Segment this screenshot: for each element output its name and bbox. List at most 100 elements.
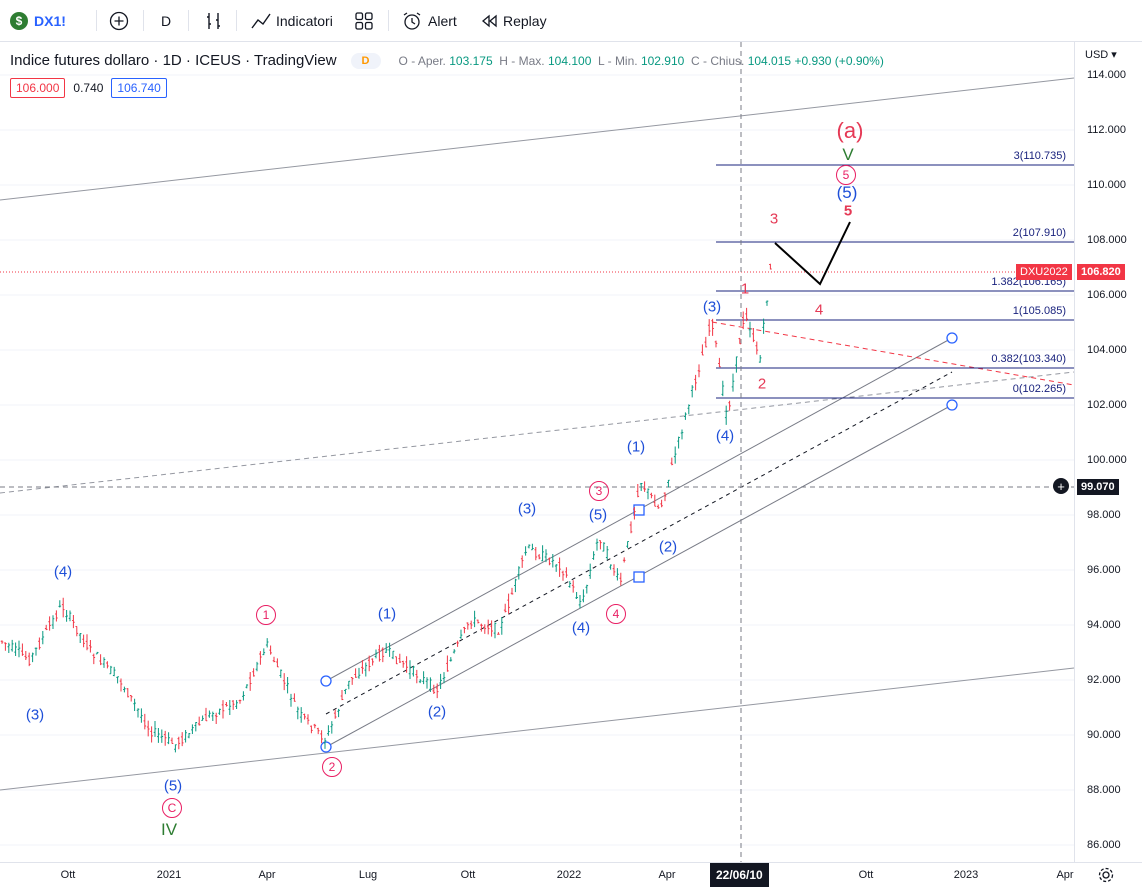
- price-bar: [371, 658, 374, 666]
- price-bar: [89, 639, 92, 653]
- time-axis[interactable]: Ott 2021 Apr Lug Ott 2022 Apr Ott 2023 A…: [0, 862, 1142, 888]
- wave-label-blue-5-left[interactable]: (5): [163, 777, 183, 795]
- buy-price-button[interactable]: 106.740: [111, 78, 167, 98]
- wave-label-green-v[interactable]: V: [842, 145, 854, 164]
- x-axis-label: Ott: [858, 869, 874, 881]
- wave-label-a[interactable]: (a): [836, 118, 864, 143]
- x-axis-label: Ott: [460, 869, 476, 881]
- symbol-search-button[interactable]: $ DX1!: [10, 0, 66, 41]
- price-bar: [752, 327, 755, 343]
- wave-label-blue-1-mid[interactable]: (1): [377, 605, 397, 623]
- price-chart[interactable]: [0, 42, 1142, 887]
- wave-label-blue-3-mid[interactable]: (3): [517, 500, 537, 518]
- price-bar: [184, 729, 187, 743]
- currency-dropdown[interactable]: USD ▾: [1085, 48, 1117, 61]
- projection-path[interactable]: [774, 221, 851, 286]
- wave-label-blue-1-top[interactable]: (1): [626, 438, 646, 456]
- indicators-button[interactable]: Indicatori: [250, 0, 333, 41]
- fib-extension[interactable]: [716, 164, 1074, 399]
- price-bar: [160, 729, 164, 743]
- price-axis[interactable]: USD ▾ 114.000 112.000 110.000 108.000 10…: [1074, 42, 1142, 862]
- price-bar: [599, 540, 602, 550]
- y-axis-label: 112.000: [1087, 124, 1126, 136]
- price-bar: [755, 341, 759, 355]
- chart-type-button[interactable]: [204, 0, 224, 41]
- price-bar: [102, 657, 106, 668]
- price-bar: [34, 647, 38, 656]
- price-bar: [520, 555, 524, 568]
- triangle-line[interactable]: [711, 321, 1075, 386]
- wave-label-blue-3-top[interactable]: (3): [702, 298, 722, 316]
- price-bar: [636, 484, 640, 498]
- price-bar: [72, 614, 75, 629]
- compare-add-button[interactable]: [108, 0, 130, 41]
- price-bar: [279, 669, 283, 678]
- wave-label-red-2[interactable]: 2: [757, 375, 767, 393]
- price-bar: [136, 708, 140, 718]
- alert-button[interactable]: Alert: [401, 0, 457, 41]
- channel-handle[interactable]: [633, 571, 645, 583]
- rising-channel-mid[interactable]: [325, 371, 953, 715]
- wave-label-blue-4-left[interactable]: (4): [53, 563, 73, 581]
- price-bar: [150, 726, 153, 743]
- price-bar: [616, 568, 619, 581]
- candles-icon: [207, 12, 220, 29]
- channel-handle[interactable]: [946, 399, 958, 411]
- wave-label-blue-3-left[interactable]: (3): [25, 706, 45, 724]
- wave-label-blue-5[interactable]: (5): [836, 183, 858, 202]
- wave-label-red-5[interactable]: 5: [843, 202, 853, 220]
- price-bar: [293, 693, 296, 702]
- top-toolbar: $ DX1! D Indicatori Alert Replay: [0, 0, 1142, 42]
- price-bar: [561, 570, 565, 581]
- wave-label-circled-2[interactable]: 2: [322, 757, 342, 777]
- wave-label-red-1[interactable]: 1: [740, 280, 750, 298]
- replay-button[interactable]: Replay: [480, 0, 547, 41]
- price-bar: [316, 727, 320, 735]
- wave-label-blue-4-top[interactable]: (4): [715, 427, 735, 445]
- y-axis-label: 96.000: [1087, 564, 1121, 576]
- chart-title[interactable]: Indice futures dollaro · 1D · ICEUS · Tr…: [10, 52, 337, 69]
- gear-icon[interactable]: [1097, 866, 1115, 884]
- channel-handle[interactable]: [320, 675, 332, 687]
- toolbar-divider: [188, 10, 189, 31]
- sell-price-button[interactable]: 106.000: [10, 78, 66, 98]
- wave-label-circled-c[interactable]: C: [162, 798, 182, 818]
- outer-channel-upper[interactable]: [0, 77, 1075, 201]
- market-status-badge[interactable]: D: [350, 52, 381, 69]
- outer-channel-mid[interactable]: [0, 371, 1075, 494]
- channel-handle[interactable]: [633, 504, 645, 516]
- outer-channel-lower[interactable]: [0, 667, 1075, 791]
- interval-button[interactable]: D: [161, 0, 171, 41]
- price-bar: [0, 640, 4, 644]
- price-bar: [711, 318, 714, 336]
- add-plus-icon[interactable]: +: [1053, 478, 1069, 494]
- wave-label-circled-1[interactable]: 1: [256, 605, 276, 625]
- wave-label-circled-3[interactable]: 3: [589, 481, 609, 501]
- wave-label-red-3[interactable]: 3: [769, 210, 779, 228]
- price-bar: [507, 593, 510, 614]
- price-bar: [738, 337, 742, 345]
- price-bar: [680, 429, 684, 440]
- wave-label-circled-4[interactable]: 4: [606, 604, 626, 624]
- chevron-down-icon: ▾: [1111, 49, 1117, 61]
- wave-label-blue-5-mid[interactable]: (5): [588, 506, 608, 524]
- wave-label-blue-2-mid[interactable]: (2): [427, 703, 447, 721]
- price-bar: [337, 708, 340, 718]
- fib-label: 3(110.735): [1013, 150, 1066, 162]
- channel-handle[interactable]: [320, 741, 332, 753]
- channel-handle[interactable]: [946, 332, 958, 344]
- wave-label-green-iv[interactable]: IV: [160, 820, 178, 839]
- price-bar: [395, 656, 398, 665]
- wave-label-red-4[interactable]: 4: [814, 301, 824, 319]
- wave-label-circled-5[interactable]: 5: [836, 165, 856, 185]
- price-bar: [490, 620, 493, 637]
- symbol-label: DX1!: [34, 12, 66, 29]
- price-bar: [126, 688, 130, 698]
- price-bar: [714, 340, 718, 348]
- x-axis-label: Apr: [258, 869, 276, 881]
- wave-label-blue-4-mid[interactable]: (4): [571, 619, 591, 637]
- layouts-button[interactable]: [354, 0, 374, 41]
- price-bar: [704, 336, 708, 348]
- wave-label-blue-2-top[interactable]: (2): [658, 538, 678, 556]
- price-bar: [578, 595, 582, 609]
